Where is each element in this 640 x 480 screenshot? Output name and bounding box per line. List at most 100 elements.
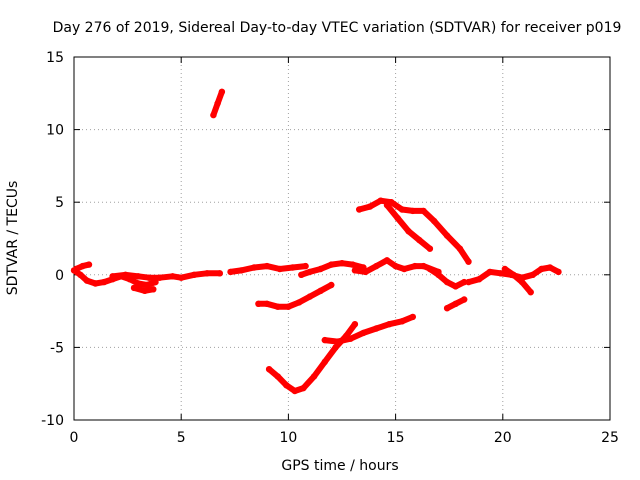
data-point xyxy=(405,228,412,235)
data-point xyxy=(178,274,185,281)
data-point xyxy=(283,382,290,389)
data-point xyxy=(150,286,157,293)
data-point xyxy=(276,265,283,273)
series-arc-4 xyxy=(130,284,157,294)
data-point xyxy=(328,281,335,289)
data-point xyxy=(456,245,464,252)
data-point xyxy=(351,321,359,328)
series-line xyxy=(501,266,534,296)
data-point xyxy=(452,283,459,290)
chart-title: Day 276 of 2019, Sidereal Day-to-day VTE… xyxy=(53,20,622,36)
plot-frame xyxy=(73,56,611,421)
data-point xyxy=(72,265,80,273)
data-point xyxy=(92,280,99,287)
data-point xyxy=(100,278,108,286)
data-point xyxy=(338,260,346,267)
series-arc-12 xyxy=(356,197,472,265)
data-point xyxy=(529,271,536,278)
series-layer xyxy=(70,88,562,395)
data-point xyxy=(538,265,545,273)
data-point xyxy=(510,271,517,278)
x-axis: 0 5 10 15 20 25 xyxy=(70,57,619,446)
data-point xyxy=(377,197,384,204)
data-point xyxy=(383,257,391,264)
series-arc-8 xyxy=(265,321,359,395)
data-point xyxy=(306,293,313,300)
data-point xyxy=(122,271,129,278)
data-point xyxy=(409,207,416,215)
data-point xyxy=(216,270,223,277)
data-point xyxy=(401,265,408,273)
data-point xyxy=(398,318,406,325)
data-point xyxy=(555,268,562,276)
data-point xyxy=(265,366,273,373)
data-point xyxy=(546,264,554,271)
y-tick-label: 5 xyxy=(55,195,64,211)
data-point xyxy=(263,300,271,307)
data-point xyxy=(298,271,305,278)
data-point xyxy=(452,300,459,307)
data-point xyxy=(255,300,262,307)
data-point xyxy=(285,303,292,310)
data-point xyxy=(420,262,427,270)
data-point xyxy=(300,384,307,392)
data-point xyxy=(310,373,318,380)
data-point xyxy=(356,206,363,213)
data-point xyxy=(347,335,354,342)
x-tick-label: 0 xyxy=(70,430,79,446)
data-point xyxy=(274,303,281,310)
data-point xyxy=(306,268,313,276)
grid-layer xyxy=(74,57,610,420)
y-tick-label: 10 xyxy=(46,123,64,139)
data-point xyxy=(274,373,281,380)
data-point xyxy=(334,338,341,345)
data-point xyxy=(135,280,142,287)
data-point xyxy=(394,215,401,222)
data-point xyxy=(465,258,472,265)
series-arc-6 xyxy=(227,262,309,276)
data-point xyxy=(302,262,309,270)
data-point xyxy=(295,299,303,306)
series-arc-3 xyxy=(109,270,223,281)
data-point xyxy=(383,201,391,209)
data-point xyxy=(190,271,198,278)
x-axis-title: GPS time / hours xyxy=(281,458,398,474)
data-point xyxy=(416,236,423,244)
data-point xyxy=(156,274,163,281)
data-point xyxy=(321,358,328,366)
data-point xyxy=(426,245,434,252)
series-arc-15 xyxy=(443,296,468,312)
data-point xyxy=(263,262,271,270)
data-point xyxy=(386,321,393,328)
data-point xyxy=(351,267,359,274)
data-point xyxy=(77,271,84,278)
data-point xyxy=(409,313,416,321)
data-point xyxy=(501,265,509,273)
data-point xyxy=(476,276,483,283)
series-arc-14 xyxy=(426,265,468,290)
data-point xyxy=(238,267,245,274)
y-axis-title: SDTVAR / TECUs xyxy=(5,181,21,296)
series-arc-17 xyxy=(501,265,534,296)
data-point xyxy=(145,274,153,281)
data-point xyxy=(398,206,406,213)
data-point xyxy=(83,277,91,284)
data-point xyxy=(373,262,380,270)
series-arc-5 xyxy=(210,88,226,119)
y-axis: -10 -5 0 5 10 15 xyxy=(41,50,610,429)
data-point xyxy=(143,281,151,289)
data-point xyxy=(411,262,419,270)
data-point xyxy=(79,262,86,270)
data-point xyxy=(420,207,427,215)
data-point xyxy=(328,261,335,268)
data-point xyxy=(465,278,472,286)
x-tick-label: 5 xyxy=(177,430,186,446)
data-point xyxy=(291,387,298,395)
data-point xyxy=(141,287,148,294)
data-point xyxy=(203,270,211,277)
data-point xyxy=(130,284,138,292)
series-arc-7 xyxy=(255,281,335,310)
data-point xyxy=(518,278,526,286)
data-point xyxy=(349,261,356,268)
